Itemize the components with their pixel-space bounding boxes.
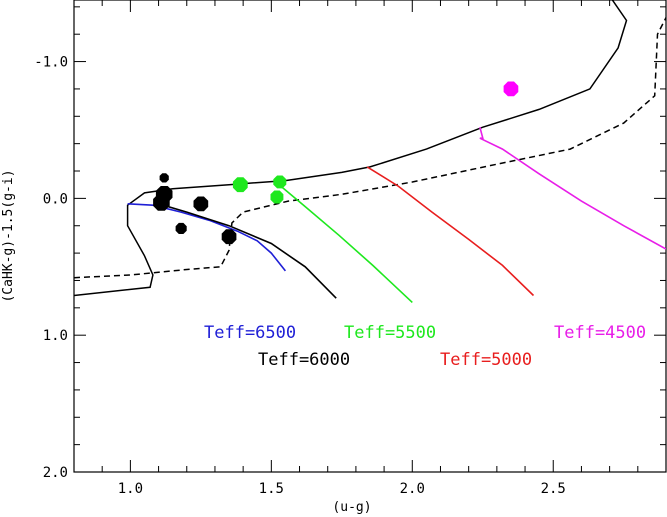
series-line-teff-6000 [158,203,337,299]
data-point [175,222,187,234]
boundary-curves [74,0,666,297]
data-point [193,196,209,212]
data-point [232,177,248,193]
x-tick-label: 1.5 [259,481,284,497]
data-point [153,194,170,211]
x-tick-label: 1.0 [118,481,143,497]
x-tick-label: 2.5 [541,481,566,497]
y-tick-label: 0.0 [43,191,68,207]
teff-label-6000: Teff=6000 [258,350,350,370]
dashed-boundary [74,16,666,279]
data-point [270,190,284,204]
teff-label-5500: Teff=5500 [344,323,436,343]
teff-label-6500: Teff=6500 [204,323,296,343]
series-line-teff-6500 [127,203,287,272]
y-axis-title: (CaHK-g)-1.5(g-i) [1,169,16,302]
teff-series [127,126,666,303]
x-axis-title: (u-g) [332,500,371,515]
axis-ticks: 1.0 1.5 2.0 2.5 -1.0 0.0 1.0 2.0 [34,0,667,497]
x-tick-label: 2.0 [400,481,425,497]
series-line-teff-4500 [479,126,666,250]
data-point [503,81,519,97]
data-points [153,81,519,245]
y-tick-label: -1.0 [34,55,68,71]
y-tick-label: 1.0 [43,328,68,344]
plot-frame [73,0,667,473]
y-tick-label: 2.0 [43,465,68,481]
series-line-teff-5500 [273,179,413,303]
series-line-teff-5000 [366,166,535,297]
solid-boundary [74,0,628,297]
data-point [273,175,287,189]
data-point [221,229,237,245]
data-point [159,173,169,183]
teff-label-4500: Teff=4500 [554,323,646,343]
teff-label-5000: Teff=5000 [440,350,532,370]
